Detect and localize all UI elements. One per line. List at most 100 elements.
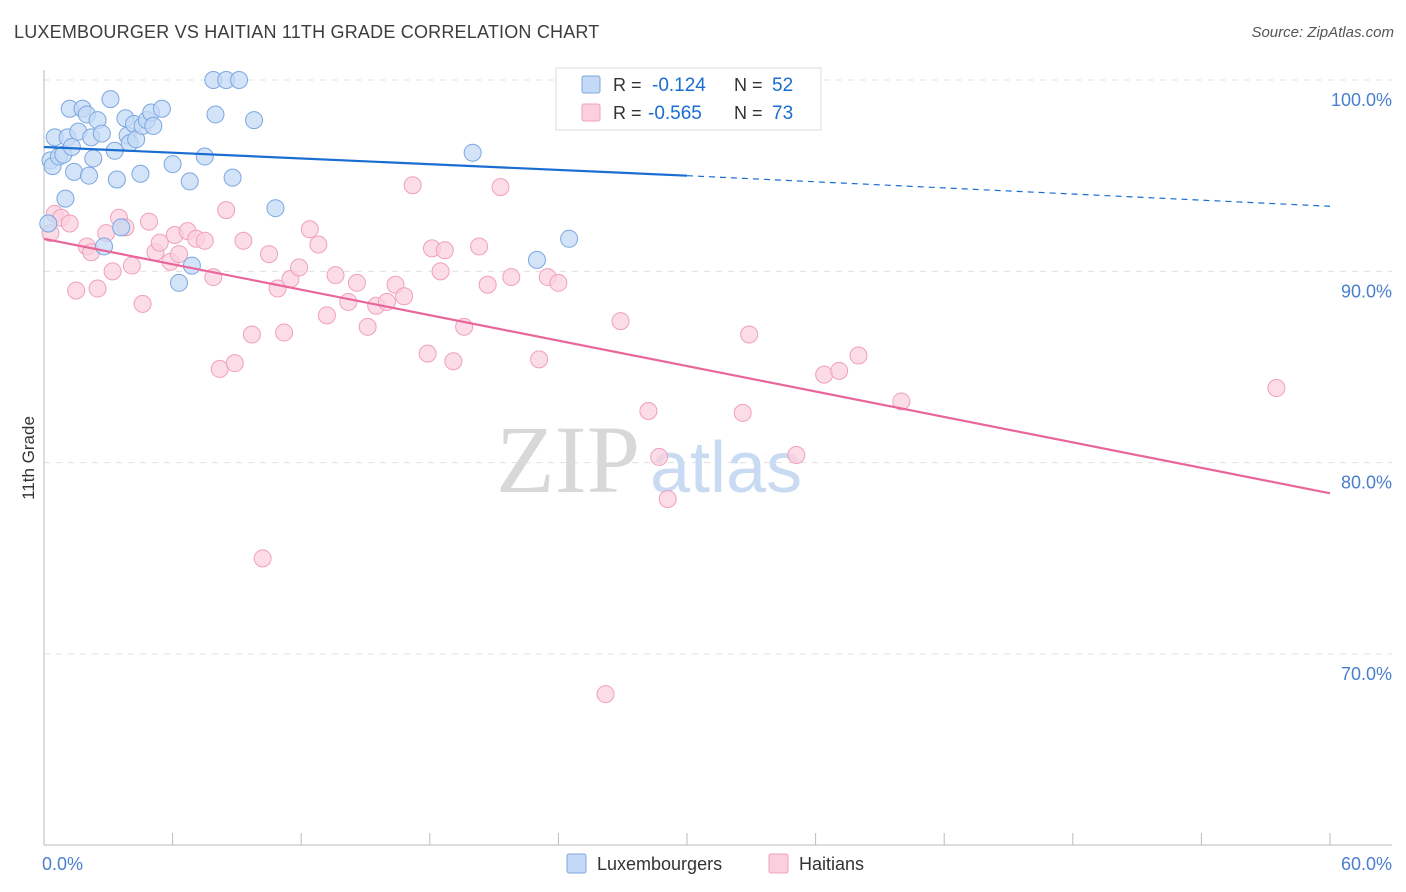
haitian-point (170, 245, 189, 264)
haitian-point (133, 294, 152, 313)
luxembourger-point (180, 172, 199, 191)
haitian-point (195, 231, 214, 250)
haitian-point (403, 176, 422, 195)
luxembourger-point (463, 143, 482, 162)
haitian-trend-line (43, 237, 1331, 495)
haitian-point (290, 258, 309, 277)
haitian-point (733, 403, 752, 422)
haitian-point (150, 233, 169, 252)
luxembourger-point (101, 90, 120, 109)
haitian-point (444, 352, 463, 371)
haitian-point (435, 241, 454, 260)
haitian-point (234, 231, 253, 250)
haitian-point (253, 549, 272, 568)
legend-r-label: R = (613, 103, 642, 123)
haitian-point (309, 235, 328, 254)
legend-n-label: N = (734, 103, 763, 123)
axes (43, 70, 1392, 846)
luxembourger-point (152, 99, 171, 118)
legend-n-value: 52 (772, 75, 793, 96)
haitian-point (650, 447, 669, 466)
haitian-point (358, 317, 377, 336)
haitian-point (217, 201, 236, 220)
chart-title: LUXEMBOURGER VS HAITIAN 11TH GRADE CORRE… (14, 22, 600, 42)
luxembourger-point (182, 256, 201, 275)
haitian-point (658, 490, 677, 509)
haitian-point (530, 350, 549, 369)
haitian-point (347, 273, 366, 292)
haitian-point (596, 685, 615, 704)
y-tick-labels: 70.0% 80.0% 90.0% 100.0% (1331, 90, 1392, 684)
haitian-point (549, 273, 568, 292)
y-axis-title: 11th Grade (19, 416, 38, 500)
haitian-point (639, 402, 658, 421)
haitian-point (88, 279, 107, 298)
y-tick-label: 90.0% (1341, 281, 1392, 301)
luxembourger-trend-line (43, 145, 688, 177)
luxembourger-point (144, 116, 163, 135)
haitian-point (849, 346, 868, 365)
haitian-point (470, 237, 489, 256)
gridlines (44, 79, 1392, 655)
luxembourger-point (84, 149, 103, 168)
haitian-point (491, 178, 510, 197)
haitian-point (740, 325, 759, 344)
legend-label-luxembourgers: Luxembourgers (597, 854, 722, 874)
haitian-point (787, 446, 806, 465)
watermark-zip: ZIP (496, 406, 640, 513)
haitian-point (611, 312, 630, 331)
legend-swatch-luxembourgers (566, 853, 587, 874)
legend-swatch-pink (581, 103, 601, 122)
y-tick-label: 100.0% (1331, 90, 1392, 110)
luxembourger-point (527, 250, 546, 269)
haitian-point (103, 262, 122, 281)
luxembourger-point (131, 164, 150, 183)
haitian-point (502, 268, 521, 287)
y-tick-label: 70.0% (1341, 664, 1392, 684)
luxembourger-point (65, 162, 84, 181)
luxembourger-point (223, 168, 242, 187)
luxembourger-point (163, 155, 182, 174)
legend-swatch-haitians (768, 853, 789, 874)
haitian-point (326, 266, 345, 285)
legend-label-haitians: Haitians (799, 854, 864, 874)
legend-r-value: -0.565 (648, 103, 702, 124)
haitian-point (339, 292, 358, 311)
haitian-point (122, 256, 141, 275)
haitian-point (395, 287, 414, 306)
haitian-point (830, 361, 849, 380)
luxembourgers-points (39, 71, 632, 292)
haitian-point (60, 214, 79, 233)
source-label: Source: ZipAtlas.com (1251, 24, 1394, 41)
watermark: ZIP atlas (496, 406, 802, 513)
x-tick-label: 60.0% (1341, 854, 1392, 874)
luxembourger-point (80, 166, 99, 185)
haitian-point (1267, 379, 1286, 398)
haitian-point (300, 220, 319, 239)
luxembourger-point (107, 170, 126, 189)
luxembourger-point (230, 71, 249, 89)
legend-swatch-blue (581, 75, 601, 94)
haitian-point (225, 354, 244, 373)
stats-legend: R = -0.124 N = 52 R = -0.565 N = 73 (555, 67, 822, 131)
luxembourger-point (92, 124, 111, 143)
haitian-point (431, 262, 450, 281)
y-tick-label: 80.0% (1341, 473, 1392, 493)
trend-lines (43, 145, 1331, 495)
haitian-point (140, 212, 159, 231)
haitian-point (67, 281, 86, 300)
legend-r-value: -0.124 (652, 75, 706, 96)
luxembourger-point (266, 199, 285, 218)
luxembourger-point (39, 214, 58, 233)
haitian-point (892, 392, 911, 411)
haitian-point (275, 323, 294, 342)
luxembourger-trend-extension (686, 175, 1331, 207)
haitian-point (260, 245, 279, 264)
haitian-point (478, 275, 497, 294)
haitian-point (210, 359, 229, 378)
luxembourger-point (195, 147, 214, 166)
haitian-point (418, 344, 437, 363)
legend-n-value: 73 (772, 103, 793, 124)
luxembourger-point (170, 273, 189, 292)
